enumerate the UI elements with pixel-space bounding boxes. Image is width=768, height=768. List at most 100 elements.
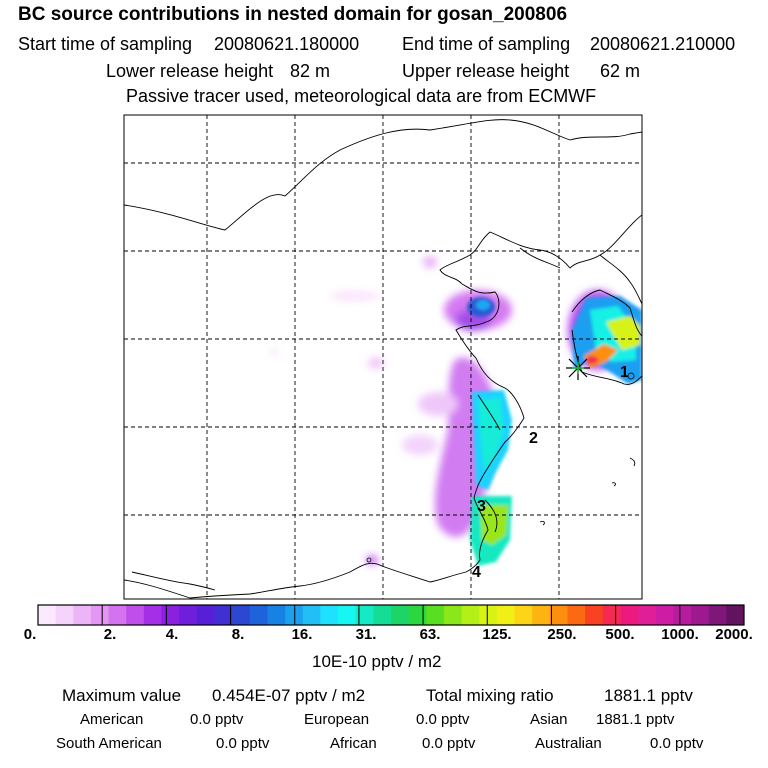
plume-blob-halo-1 [418,392,458,416]
colorbar-swatch [443,605,462,625]
plume-blob-halo-2 [402,435,438,455]
colorbar-swatch [496,605,515,625]
coast-korea-south [571,329,642,385]
region-value-australian: 0.0 pptv [650,735,704,752]
region-name-european: European [304,711,370,728]
colorbar-swatch [638,605,657,625]
colorbar-swatch [673,605,692,625]
map-frame [123,114,643,600]
trajectory-label-2: 2 [529,430,538,447]
colorbar-tick-5: 31. [355,626,377,643]
colorbar-swatch [249,605,268,625]
colorbar-swatch [232,605,251,625]
region-name-american: American [80,711,144,728]
core-jiangsu-inner [480,505,508,545]
map-grid [124,115,642,599]
colorbar-swatch [532,605,551,625]
colorbar-swatch [108,605,127,625]
colorbar-swatch [726,605,745,625]
colorbar-swatch [143,605,162,625]
upper-height-label: Upper release height [402,61,570,81]
colorbar-swatch [338,605,357,625]
colorbar-tick-6: 63. [419,626,441,643]
region-name-south-american: South American [56,735,162,752]
region-value-south-american: 0.0 pptv [216,735,270,752]
colorbar-swatch [549,605,568,625]
colorbar-swatch [567,605,586,625]
region-value-african: 0.0 pptv [422,735,476,752]
total-mixing-label: Total mixing ratio [426,686,554,705]
plume-blob-faint [330,291,380,301]
colorbar-swatch [708,605,727,625]
coast-korea-north [599,254,642,305]
colorbar-swatch [126,605,145,625]
colorbar-swatch [461,605,480,625]
colorbar-tick-8: 250. [547,626,577,643]
lower-height-value: 82 m [290,61,331,81]
colorbar-swatch [585,605,604,625]
colorbar-swatch [73,605,92,625]
colorbar-swatch [355,605,374,625]
colorbar [38,605,745,625]
region-name-australian: Australian [535,735,602,752]
colorbar-unit-label: 10E-10 pptv / m2 [312,652,442,671]
tracer-note: Passive tracer used, meteorological data… [126,86,597,106]
island-1 [629,457,636,467]
region-value-asian: 1881.1 pptv [596,711,675,728]
colorbar-swatch [620,605,639,625]
island-2 [539,520,545,526]
trajectory-loop-1 [627,372,635,380]
plume-blob-west [368,357,384,369]
island-3 [611,482,616,487]
region-value-european: 0.0 pptv [416,711,470,728]
region-value-american: 0.0 pptv [190,711,244,728]
coast-liaodong [439,214,642,285]
region-name-african: African [330,735,377,752]
core-shandong-inner [478,398,504,470]
colorbar-swatch [426,605,445,625]
colorbar-swatch [55,605,74,625]
max-value-label: Maximum value [62,686,182,705]
max-value: 0.454E-07 pptv / m2 [212,686,366,705]
colorbar-swatch [90,605,109,625]
total-mixing-value: 1881.1 pptv [604,686,693,705]
core-korea-red [586,356,598,364]
trajectory-loop-2 [366,557,372,563]
colorbar-swatch [285,605,304,625]
trajectory-label-1: 1 [620,364,629,381]
colorbar-frame [37,604,745,626]
colorbar-swatch [391,605,410,625]
colorbar-swatch [302,605,321,625]
coast-river [131,571,216,591]
start-time-label: Start time of sampling [18,34,193,54]
colorbar-swatch [373,605,392,625]
region-name-asian: Asian [530,711,568,728]
core-korea-yellow [606,316,640,350]
border-line-north [124,119,642,231]
coast-inner-2 [477,394,501,431]
chart-title: BC source contributions in nested domain… [18,4,568,25]
colorbar-tick-7: 125. [482,626,512,643]
colorbar-swatch [179,605,198,625]
colorbar-tick-4: 16. [291,626,313,643]
trajectory-label-4: 4 [472,564,481,581]
end-time-label: End time of sampling [402,34,571,54]
colorbar-swatch [514,605,533,625]
receptor-star-center-icon [572,362,584,374]
colorbar-tick-11: 2000. [715,626,753,643]
colorbar-swatch [479,605,498,625]
colorbar-swatch [408,605,427,625]
colorbar-tick-3: 8. [231,626,245,643]
coastlines [124,119,642,599]
coast-shandong [473,357,525,499]
colorbar-tick-10: 1000. [661,626,699,643]
trajectory-labels: 1 2 3 4 [472,364,629,581]
core-bohai-inner [476,300,490,310]
end-time-value: 20080621.210000 [590,34,736,54]
colorbar-tick-0: 0. [23,626,37,643]
colorbar-swatch [38,605,57,625]
colorbar-tick-9: 500. [605,626,635,643]
colorbar-swatch [161,605,180,625]
colorbar-swatch [691,605,710,625]
